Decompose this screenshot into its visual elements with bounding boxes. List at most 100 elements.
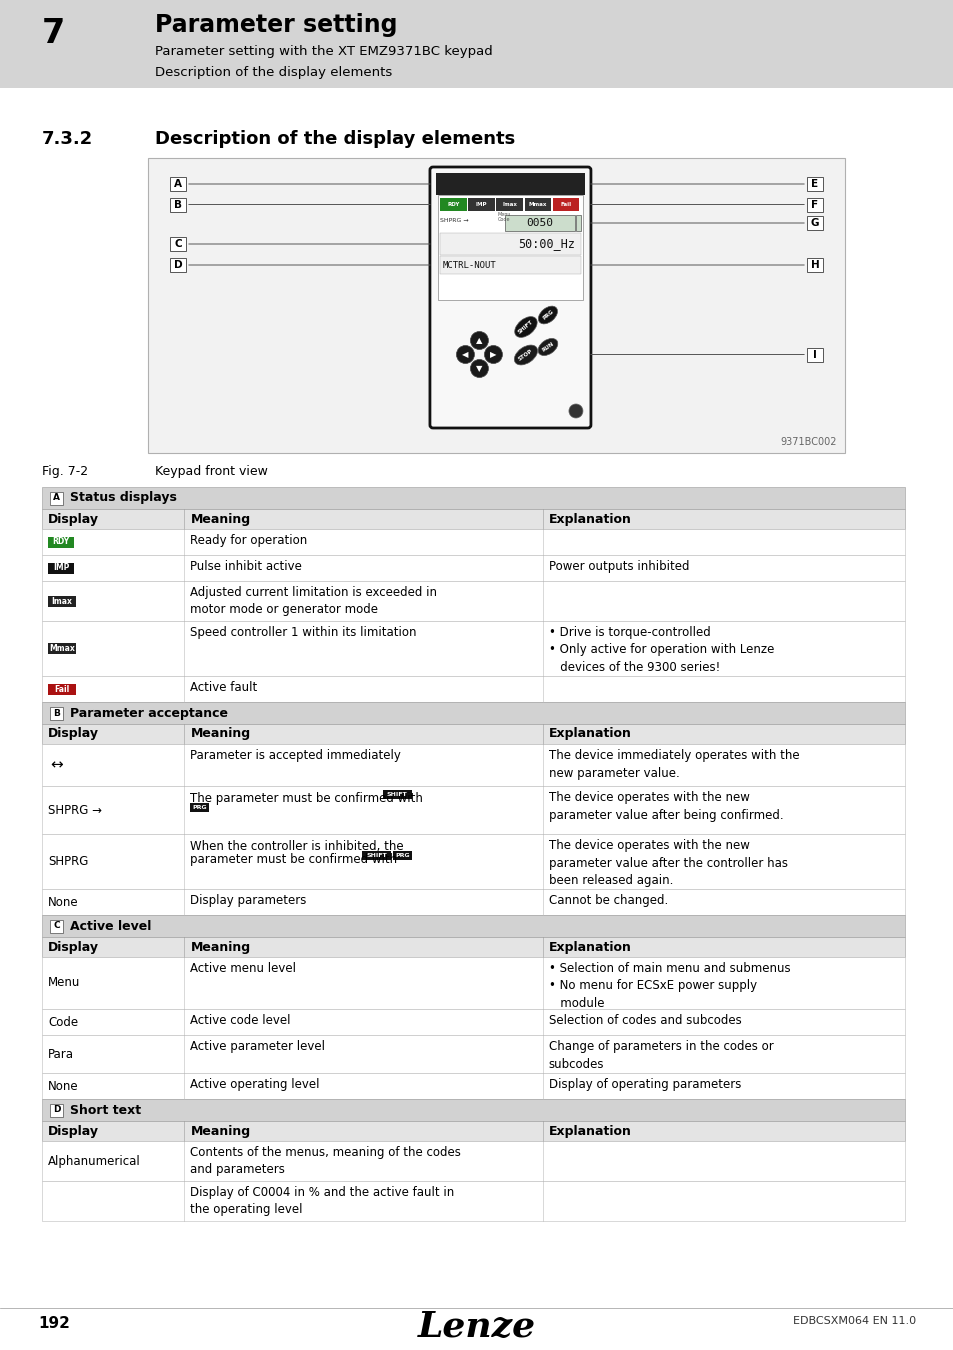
Text: Mmax: Mmax — [49, 644, 74, 653]
Text: Active parameter level: Active parameter level — [191, 1040, 325, 1053]
Text: Imax: Imax — [501, 202, 517, 207]
Text: RDY: RDY — [52, 537, 70, 547]
Bar — [170, 197, 186, 212]
Ellipse shape — [537, 339, 558, 355]
Text: 7.3.2: 7.3.2 — [42, 130, 93, 148]
Bar — [504, 215, 575, 231]
Text: Selection of codes and subcodes: Selection of codes and subcodes — [548, 1014, 740, 1027]
Bar — [48, 595, 76, 606]
Text: G: G — [810, 217, 819, 228]
Text: PRG: PRG — [193, 805, 207, 810]
Bar — [42, 509, 904, 529]
Text: Meaning: Meaning — [191, 941, 251, 953]
Circle shape — [470, 359, 488, 378]
Bar — [42, 890, 904, 915]
Ellipse shape — [537, 306, 557, 324]
Text: Cannot be changed.: Cannot be changed. — [548, 894, 667, 907]
Text: I: I — [812, 350, 816, 359]
Text: PRG: PRG — [541, 309, 554, 321]
Text: Description of the display elements: Description of the display elements — [154, 130, 515, 148]
Text: None: None — [48, 895, 78, 909]
Text: Display parameters: Display parameters — [191, 894, 307, 907]
Bar — [361, 850, 391, 860]
Text: 192: 192 — [38, 1316, 70, 1331]
Text: Active menu level: Active menu level — [191, 963, 296, 975]
Bar — [439, 234, 580, 255]
Text: Active fault: Active fault — [191, 680, 257, 694]
Text: Parameter setting: Parameter setting — [154, 12, 397, 36]
Text: 7: 7 — [42, 18, 65, 50]
Bar — [382, 790, 412, 799]
Text: Parameter setting with the XT EMZ9371BC keypad: Parameter setting with the XT EMZ9371BC … — [154, 45, 493, 58]
Text: Ready for operation: Ready for operation — [191, 535, 307, 547]
Bar — [42, 676, 904, 702]
Bar — [42, 529, 904, 555]
Text: Adjusted current limitation is exceeded in
motor mode or generator mode: Adjusted current limitation is exceeded … — [191, 586, 436, 617]
Text: 9371BC002: 9371BC002 — [780, 437, 836, 447]
Bar — [806, 216, 822, 230]
Text: Short text: Short text — [70, 1103, 141, 1116]
Text: Alphanumerical: Alphanumerical — [48, 1154, 141, 1168]
Text: Explanation: Explanation — [548, 1125, 631, 1138]
Bar — [806, 197, 822, 212]
Bar — [42, 1035, 904, 1073]
Text: SHIFT: SHIFT — [366, 853, 386, 859]
Text: Power outputs inhibited: Power outputs inhibited — [548, 560, 688, 572]
Text: Description of the display elements: Description of the display elements — [154, 66, 392, 78]
Text: Active code level: Active code level — [191, 1014, 291, 1027]
Text: Active operating level: Active operating level — [191, 1079, 319, 1091]
Bar — [42, 1008, 904, 1035]
Bar — [437, 194, 582, 300]
Text: None: None — [48, 1080, 78, 1092]
Text: SHPRG →: SHPRG → — [439, 219, 468, 224]
Bar — [42, 1073, 904, 1099]
Bar — [42, 487, 904, 509]
Bar — [806, 347, 822, 362]
Text: 50:00_Hz: 50:00_Hz — [517, 238, 575, 251]
Text: The device immediately operates with the
new parameter value.: The device immediately operates with the… — [548, 749, 799, 779]
Text: Status displays: Status displays — [70, 491, 176, 505]
Text: ▲: ▲ — [476, 336, 482, 346]
Bar — [42, 957, 904, 1008]
Bar — [48, 536, 74, 548]
Text: parameter must be confirmed with: parameter must be confirmed with — [191, 853, 401, 865]
Text: STOP: STOP — [517, 348, 534, 362]
Text: The device operates with the new
parameter value after being confirmed.: The device operates with the new paramet… — [548, 791, 782, 822]
Text: Active level: Active level — [70, 919, 152, 933]
Bar — [48, 683, 76, 694]
Bar — [496, 198, 522, 211]
Text: Display of operating parameters: Display of operating parameters — [548, 1079, 740, 1091]
Ellipse shape — [515, 317, 537, 338]
Bar — [436, 173, 584, 194]
Text: B: B — [173, 200, 182, 209]
Text: • Selection of main menu and submenus
• No menu for ECSxE power supply
   module: • Selection of main menu and submenus • … — [548, 963, 789, 1010]
Text: EDBCSXM064 EN 11.0: EDBCSXM064 EN 11.0 — [792, 1316, 915, 1326]
Bar — [170, 238, 186, 251]
Text: Para: Para — [48, 1048, 74, 1061]
Text: Meaning: Meaning — [191, 513, 251, 525]
Text: Parameter is accepted immediately: Parameter is accepted immediately — [191, 749, 401, 761]
Circle shape — [568, 404, 582, 418]
Bar — [42, 1120, 904, 1141]
Bar — [170, 177, 186, 190]
Text: When the controller is inhibited, the: When the controller is inhibited, the — [191, 840, 404, 853]
Bar — [191, 803, 209, 811]
Text: The parameter must be confirmed with: The parameter must be confirmed with — [191, 792, 427, 805]
Text: ▼: ▼ — [476, 364, 482, 373]
Text: PRG: PRG — [395, 853, 410, 859]
Bar — [50, 919, 63, 933]
Text: Keypad front view: Keypad front view — [154, 464, 268, 478]
Text: The device operates with the new
parameter value after the controller has
been r: The device operates with the new paramet… — [548, 838, 787, 887]
Text: H: H — [810, 261, 819, 270]
Text: Code: Code — [48, 1015, 78, 1029]
Bar — [393, 850, 412, 860]
Text: Lenze: Lenze — [417, 1310, 536, 1345]
Bar — [42, 744, 904, 786]
Text: Menu
Code: Menu Code — [497, 212, 511, 223]
Bar — [552, 198, 578, 211]
Text: ▶: ▶ — [490, 350, 497, 359]
Text: A: A — [173, 180, 182, 189]
Text: • Drive is torque-controlled
• Only active for operation with Lenze
   devices o: • Drive is torque-controlled • Only acti… — [548, 626, 773, 674]
Text: Display: Display — [48, 513, 99, 525]
Text: IMP: IMP — [476, 202, 487, 207]
